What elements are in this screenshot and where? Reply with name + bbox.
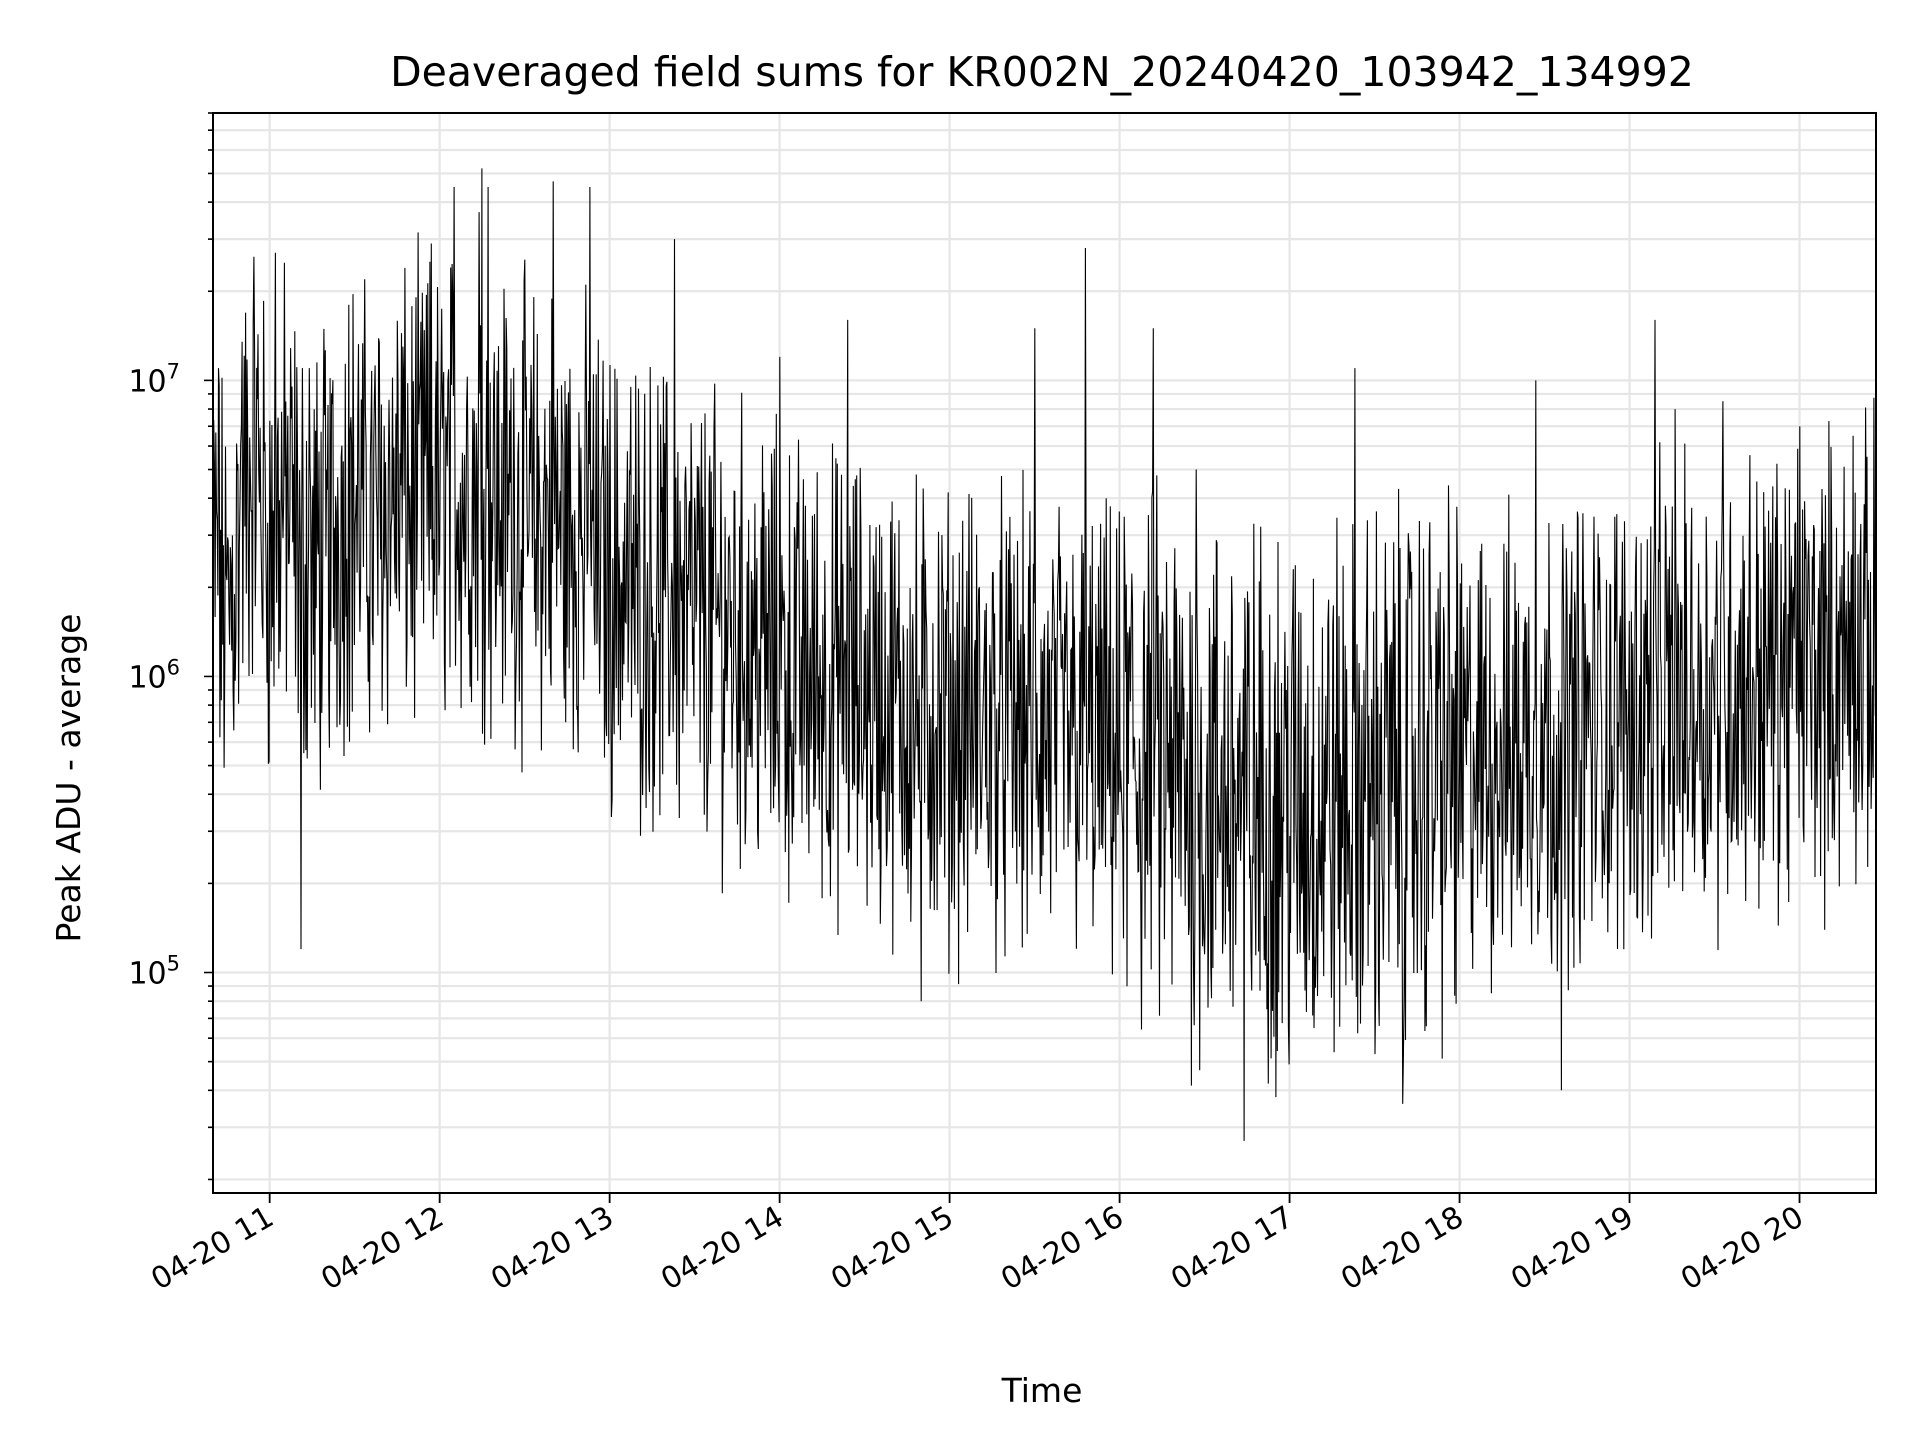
chart-title: Deaveraged field sums for KR002N_2024042…	[390, 48, 1694, 96]
y-tick-label: 106	[128, 655, 180, 695]
y-axis-title: Peak ADU - average	[49, 614, 88, 943]
x-axis-title: Time	[1001, 1371, 1083, 1410]
y-tick-label: 107	[128, 359, 180, 399]
series-line	[212, 168, 1877, 1141]
plot-frame	[212, 112, 1877, 1194]
y-tick-label: 105	[128, 952, 180, 992]
